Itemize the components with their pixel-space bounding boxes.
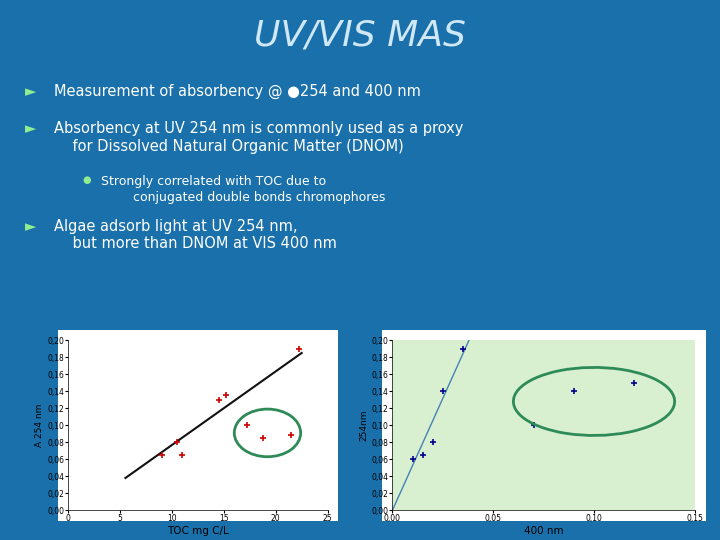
Text: ►: ► <box>25 84 37 99</box>
Point <box>568 387 580 395</box>
Point <box>220 391 232 400</box>
Point <box>258 434 269 442</box>
Point <box>213 395 225 404</box>
Point <box>241 421 253 430</box>
Text: ►: ► <box>25 122 37 137</box>
Text: ►: ► <box>25 219 37 234</box>
Text: ●: ● <box>83 176 91 186</box>
Point <box>407 455 418 463</box>
Y-axis label: 254nm: 254nm <box>359 409 369 441</box>
Text: Algae adsorb light at UV 254 nm,
    but more than DNOM at VIS 400 nm: Algae adsorb light at UV 254 nm, but mor… <box>54 219 337 251</box>
Text: Strongly correlated with TOC due to
        conjugated double bonds chromophores: Strongly correlated with TOC due to conj… <box>101 176 385 204</box>
Y-axis label: A 254 nm: A 254 nm <box>35 403 45 447</box>
Point <box>528 421 539 430</box>
Point <box>457 345 469 353</box>
Point <box>427 438 438 447</box>
Point <box>156 451 168 460</box>
Point <box>286 431 297 440</box>
Point <box>171 438 183 447</box>
Point <box>629 379 640 387</box>
Point <box>417 451 428 460</box>
Text: Absorbency at UV 254 nm is commonly used as a proxy
    for Dissolved Natural Or: Absorbency at UV 254 nm is commonly used… <box>54 122 464 154</box>
Point <box>437 387 449 395</box>
Point <box>176 451 188 460</box>
Text: Measurement of absorbency @ ●254 and 400 nm: Measurement of absorbency @ ●254 and 400… <box>54 84 421 99</box>
X-axis label: TOC mg C/L: TOC mg C/L <box>167 526 229 536</box>
X-axis label: 400 nm: 400 nm <box>523 526 564 536</box>
Point <box>293 345 305 353</box>
Text: UV/VIS MAS: UV/VIS MAS <box>254 19 466 53</box>
